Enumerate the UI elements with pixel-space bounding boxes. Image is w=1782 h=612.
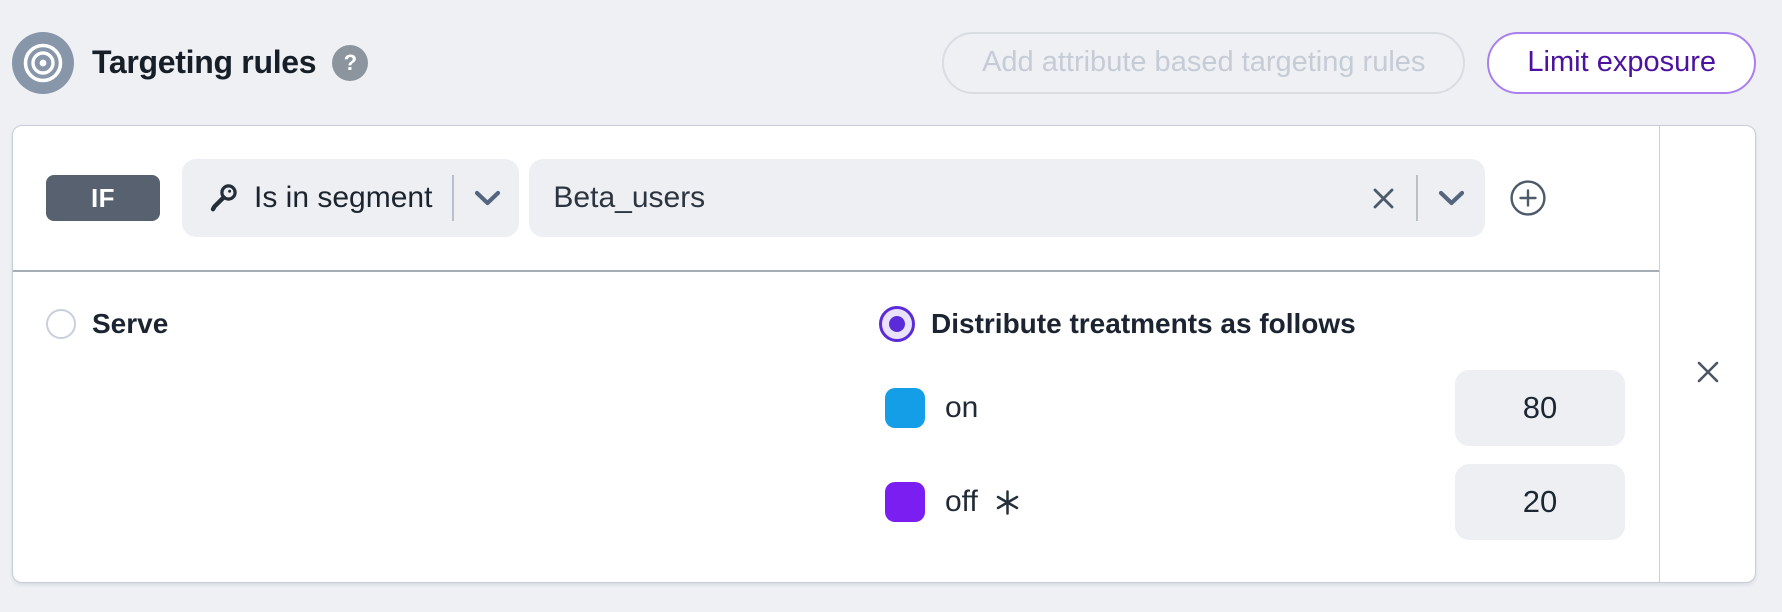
- distribute-radio[interactable]: Distribute treatments as follows: [879, 304, 1625, 344]
- treatment-on-name: on: [945, 391, 979, 424]
- serve-radio[interactable]: Serve: [46, 304, 879, 344]
- treatment-row-on: on 80: [879, 370, 1625, 446]
- chevron-down-icon[interactable]: [1438, 190, 1465, 207]
- rule-card-side: [1659, 126, 1755, 582]
- default-treatment-icon: [994, 489, 1021, 516]
- chevron-down-icon[interactable]: [474, 190, 501, 207]
- remove-rule-button[interactable]: [1694, 162, 1722, 582]
- page-title: Targeting rules: [92, 44, 317, 80]
- radio-unselected-icon[interactable]: [46, 309, 76, 339]
- limit-exposure-button[interactable]: Limit exposure: [1487, 31, 1756, 94]
- segment-value: Beta_users: [553, 181, 706, 214]
- if-badge: IF: [46, 175, 160, 221]
- treatment-off-name: off: [945, 485, 978, 518]
- header: Targeting rules ? Add attribute based ta…: [0, 0, 1782, 125]
- matcher-select[interactable]: Is in segment: [182, 159, 520, 237]
- clear-segment-icon[interactable]: [1371, 186, 1396, 211]
- serve-label: Serve: [92, 308, 169, 339]
- treatment-row-off: off 20: [879, 464, 1625, 540]
- treatment-off-percent-input[interactable]: 20: [1455, 464, 1625, 540]
- treatment-on-percent-input[interactable]: 80: [1455, 370, 1625, 446]
- add-condition-button[interactable]: [1509, 179, 1547, 217]
- help-icon[interactable]: ?: [332, 44, 369, 81]
- treatment-off-swatch: [885, 482, 925, 522]
- input-divider: [1416, 175, 1418, 221]
- radio-selected-icon[interactable]: [879, 306, 915, 342]
- distribute-label: Distribute treatments as follows: [931, 308, 1356, 339]
- target-icon: [12, 31, 74, 94]
- treatment-on-swatch: [885, 388, 925, 428]
- matcher-label: Is in segment: [254, 181, 433, 214]
- rule-card: IF Is in segment: [12, 125, 1756, 583]
- select-divider: [452, 175, 455, 221]
- add-attribute-rules-button[interactable]: Add attribute based targeting rules: [942, 31, 1466, 94]
- condition-row: IF Is in segment: [13, 126, 1659, 272]
- key-icon: [206, 181, 240, 215]
- segment-input[interactable]: Beta_users: [529, 159, 1485, 237]
- serve-section: Serve Distribute treatments as follows o…: [13, 272, 1659, 582]
